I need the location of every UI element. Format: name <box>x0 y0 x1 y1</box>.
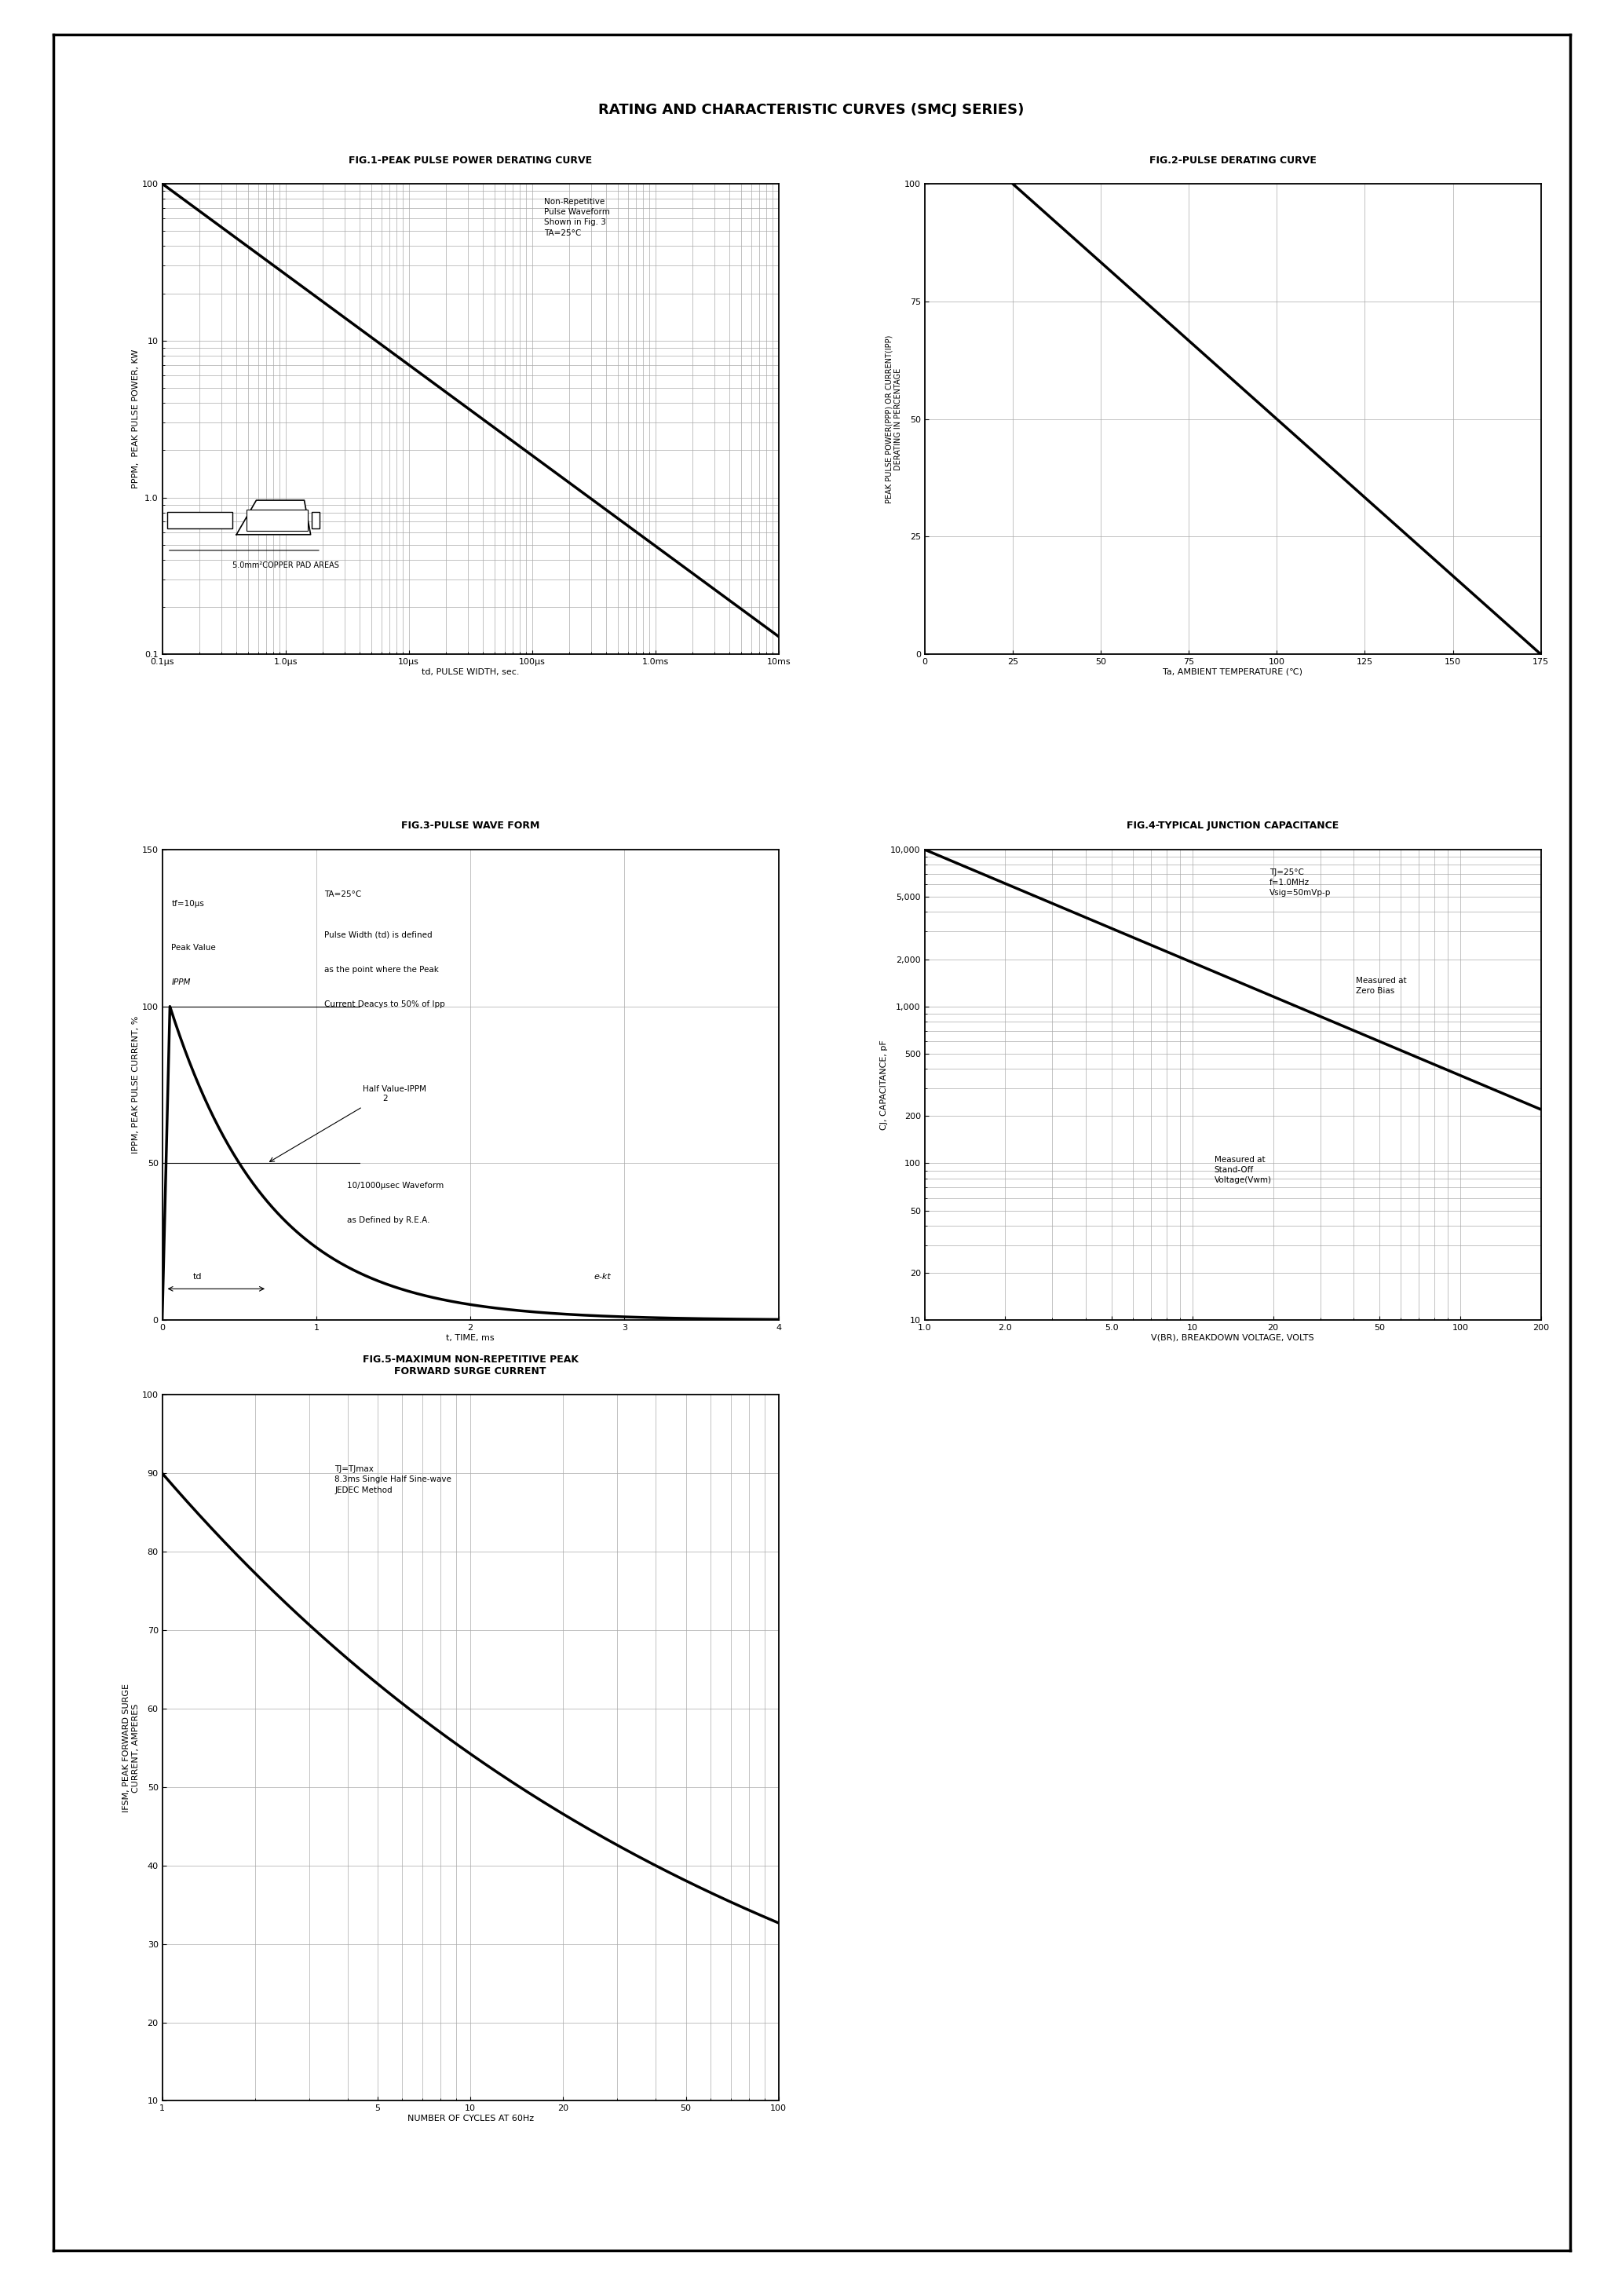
Text: Half Value-IPPM
        2: Half Value-IPPM 2 <box>363 1086 427 1102</box>
Bar <box>167 512 234 528</box>
Text: Non-Repetitive
Pulse Waveform
Shown in Fig. 3
TA=25°C: Non-Repetitive Pulse Waveform Shown in F… <box>545 197 610 236</box>
Text: as the point where the Peak: as the point where the Peak <box>324 967 438 974</box>
Text: 5.0mm²COPPER PAD AREAS: 5.0mm²COPPER PAD AREAS <box>232 563 339 569</box>
Text: Measured at
Stand-Off
Voltage(Vwm): Measured at Stand-Off Voltage(Vwm) <box>1215 1155 1272 1185</box>
X-axis label: t, TIME, ms: t, TIME, ms <box>446 1334 495 1341</box>
Text: FIG.4-TYPICAL JUNCTION CAPACITANCE: FIG.4-TYPICAL JUNCTION CAPACITANCE <box>1127 822 1338 831</box>
X-axis label: NUMBER OF CYCLES AT 60Hz: NUMBER OF CYCLES AT 60Hz <box>407 2115 534 2122</box>
Y-axis label: IPPM, PEAK PULSE CURRENT, %: IPPM, PEAK PULSE CURRENT, % <box>131 1017 139 1153</box>
Text: FIG.2-PULSE DERATING CURVE: FIG.2-PULSE DERATING CURVE <box>1148 156 1317 165</box>
Text: IPPM: IPPM <box>172 978 191 985</box>
Text: as Defined by R.E.A.: as Defined by R.E.A. <box>347 1217 430 1224</box>
Y-axis label: CJ, CAPACITANCE, pF: CJ, CAPACITANCE, pF <box>881 1040 889 1130</box>
Text: Measured at
Zero Bias: Measured at Zero Bias <box>1356 976 1406 994</box>
Text: tf=10μs: tf=10μs <box>172 900 204 907</box>
X-axis label: td, PULSE WIDTH, sec.: td, PULSE WIDTH, sec. <box>422 668 519 675</box>
Text: Current Deacys to 50% of Ipp: Current Deacys to 50% of Ipp <box>324 1001 444 1008</box>
Text: Peak Value: Peak Value <box>172 944 216 951</box>
Bar <box>311 512 320 528</box>
Text: Pulse Width (td) is defined: Pulse Width (td) is defined <box>324 932 431 939</box>
Text: 10/1000μsec Waveform: 10/1000μsec Waveform <box>347 1182 444 1189</box>
Polygon shape <box>237 501 311 535</box>
Y-axis label: IFSM, PEAK FORWARD SURGE
CURRENT, AMPERES: IFSM, PEAK FORWARD SURGE CURRENT, AMPERE… <box>123 1683 139 1812</box>
Text: FIG.1-PEAK PULSE POWER DERATING CURVE: FIG.1-PEAK PULSE POWER DERATING CURVE <box>349 156 592 165</box>
Text: TJ=25°C
f=1.0MHz
Vsig=50mVp-p: TJ=25°C f=1.0MHz Vsig=50mVp-p <box>1270 868 1332 898</box>
Text: td: td <box>193 1272 203 1281</box>
Text: FIG.5-MAXIMUM NON-REPETITIVE PEAK
FORWARD SURGE CURRENT: FIG.5-MAXIMUM NON-REPETITIVE PEAK FORWAR… <box>362 1355 579 1375</box>
Y-axis label: PEAK PULSE POWER(PPP) OR CURRENT(IPP)
DERATING IN PERCENTAGE: PEAK PULSE POWER(PPP) OR CURRENT(IPP) DE… <box>886 335 902 503</box>
Text: TJ=TJmax
8.3ms Single Half Sine-wave
JEDEC Method: TJ=TJmax 8.3ms Single Half Sine-wave JED… <box>334 1465 451 1495</box>
Text: RATING AND CHARACTERISTIC CURVES (SMCJ SERIES): RATING AND CHARACTERISTIC CURVES (SMCJ S… <box>599 103 1023 117</box>
Y-axis label: PPPM,  PEAK PULSE POWER, KW: PPPM, PEAK PULSE POWER, KW <box>131 349 139 489</box>
Bar <box>247 510 308 530</box>
X-axis label: Ta, AMBIENT TEMPERATURE (℃): Ta, AMBIENT TEMPERATURE (℃) <box>1163 668 1302 675</box>
Text: FIG.3-PULSE WAVE FORM: FIG.3-PULSE WAVE FORM <box>401 822 540 831</box>
X-axis label: V(BR), BREAKDOWN VOLTAGE, VOLTS: V(BR), BREAKDOWN VOLTAGE, VOLTS <box>1152 1334 1314 1341</box>
Text: e-kt: e-kt <box>594 1272 611 1281</box>
Text: TA=25°C: TA=25°C <box>324 891 362 898</box>
